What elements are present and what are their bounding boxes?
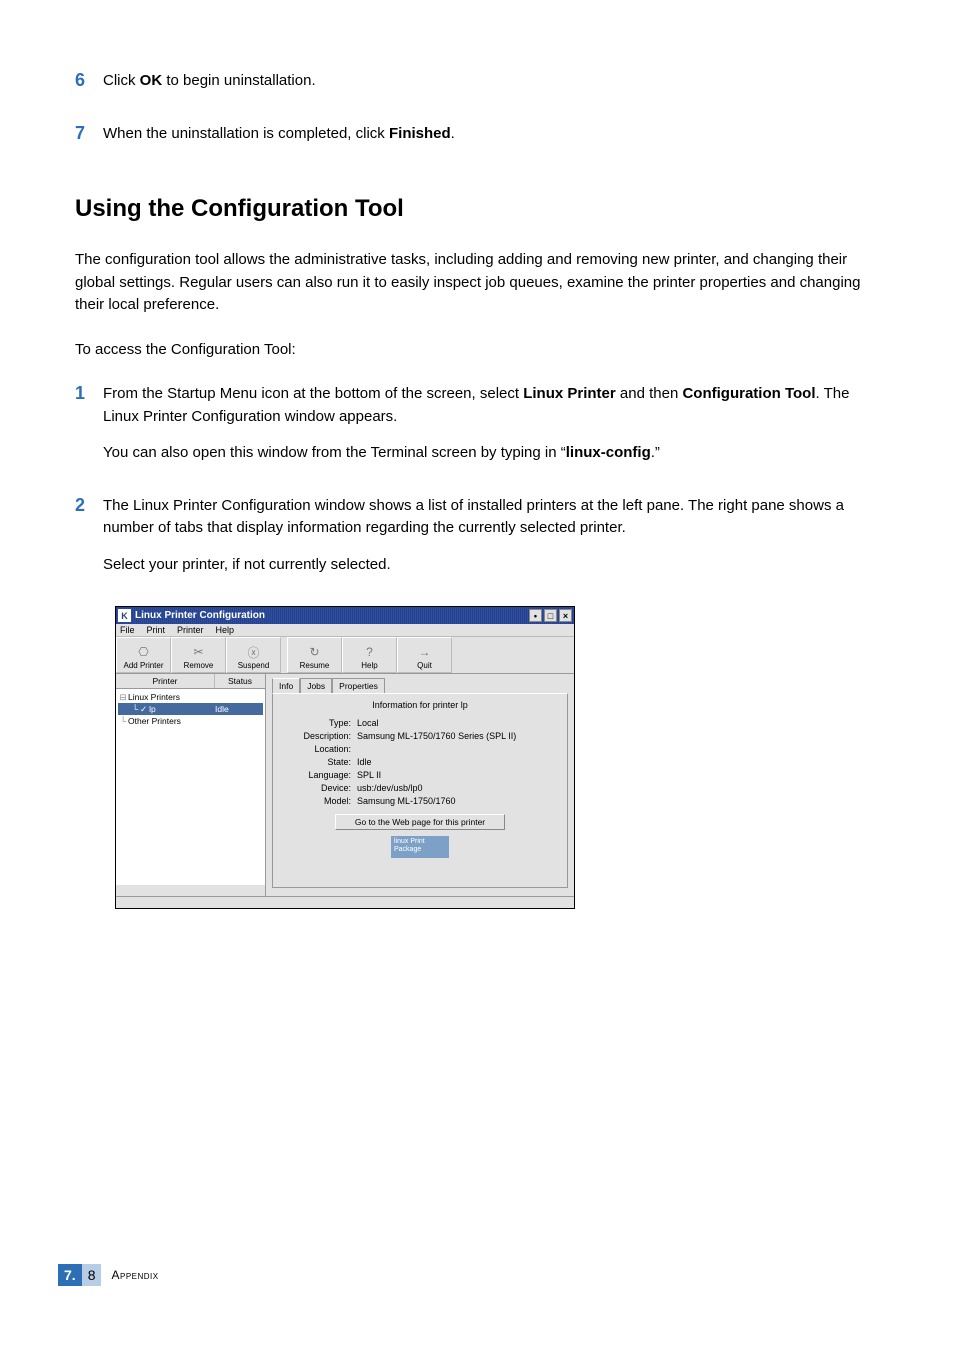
info-label: Model: [281, 796, 351, 806]
step-text: The Linux Printer Configuration window s… [103, 495, 879, 577]
quit-icon: → [419, 643, 431, 661]
printer-icon: ✓ [140, 703, 147, 715]
menubar[interactable]: File Print Printer Help [116, 624, 574, 637]
package-badge: linux Print Package [391, 836, 449, 858]
minimize-button[interactable]: • [529, 609, 542, 622]
tree-label: Other Printers [128, 715, 215, 727]
tab-jobs[interactable]: Jobs [300, 678, 332, 693]
app-icon: K [118, 609, 131, 622]
tree-expand-icon: ⊟ [118, 691, 128, 703]
info-row: Language: SPL II [281, 770, 559, 780]
remove-icon: ✂ [193, 643, 203, 661]
footer-label: Appendix [111, 1268, 158, 1282]
info-value: SPL II [357, 770, 559, 780]
info-label: Location: [281, 744, 351, 754]
toolbar-remove-button[interactable]: ✂Remove [171, 637, 226, 673]
step-row: 1From the Startup Menu icon at the botto… [75, 383, 879, 465]
access-line: To access the Configuration Tool: [75, 339, 879, 362]
step-subtext: You can also open this window from the T… [103, 442, 879, 465]
go-webpage-button[interactable]: Go to the Web page for this printer [335, 814, 505, 830]
tree-status: Idle [215, 703, 263, 715]
toolbar-label: Quit [417, 661, 432, 670]
menu-help[interactable]: Help [216, 625, 235, 635]
printer-tree-pane: Printer Status ⊟Linux Printers└✓lpIdle└O… [116, 674, 266, 896]
help-icon: ? [366, 643, 373, 661]
toolbar-label: Help [361, 661, 377, 670]
toolbar-add-printer-button[interactable]: ⎔Add Printer [116, 637, 171, 673]
step-row: 2The Linux Printer Configuration window … [75, 495, 879, 577]
section-title: Using the Configuration Tool [75, 195, 879, 223]
tree-expand-icon: └ [130, 703, 140, 715]
footer-chapter: 7. [58, 1264, 82, 1286]
step-number: 2 [75, 495, 103, 516]
tab-panel-info: Information for printer lp Type: Local Des… [272, 693, 568, 888]
suspend-icon: ⓧ [247, 643, 259, 661]
printer-tree[interactable]: ⊟Linux Printers└✓lpIdle└Other Printers [116, 689, 265, 885]
info-row: Type: Local [281, 718, 559, 728]
toolbar: ⎔Add Printer✂RemoveⓧSuspend↻Resume?Help→… [116, 637, 574, 674]
add-printer-icon: ⎔ [138, 643, 148, 661]
step-row: 7When the uninstallation is completed, c… [75, 123, 879, 146]
step-number: 6 [75, 70, 103, 91]
close-button[interactable]: × [559, 609, 572, 622]
tree-label: lp [149, 703, 215, 715]
info-row: Model: Samsung ML-1750/1760 [281, 796, 559, 806]
menu-print[interactable]: Print [147, 625, 166, 635]
info-row: Device: usb:/dev/usb/lp0 [281, 783, 559, 793]
info-value: Samsung ML-1750/1760 [357, 796, 559, 806]
step-number: 7 [75, 123, 103, 144]
info-label: Description: [281, 731, 351, 741]
toolbar-resume-button[interactable]: ↻Resume [287, 637, 342, 673]
resume-icon: ↻ [309, 643, 319, 661]
tree-header-printer: Printer [116, 674, 215, 688]
step-subtext: Select your printer, if not currently se… [103, 554, 879, 577]
info-label: State: [281, 757, 351, 767]
info-label: Type: [281, 718, 351, 728]
toolbar-label: Suspend [238, 661, 270, 670]
info-value: Idle [357, 757, 559, 767]
page-footer: 7. 8 Appendix [58, 1264, 159, 1286]
toolbar-label: Add Printer [123, 661, 163, 670]
info-label: Language: [281, 770, 351, 780]
step-text: From the Startup Menu icon at the bottom… [103, 383, 879, 465]
info-value: Samsung ML-1750/1760 Series (SPL II) [357, 731, 559, 741]
info-value: usb:/dev/usb/lp0 [357, 783, 559, 793]
tab-properties[interactable]: Properties [332, 678, 385, 693]
tree-item[interactable]: └✓lpIdle [118, 703, 263, 715]
tree-expand-icon: └ [118, 715, 128, 727]
tabs-row: InfoJobsProperties [272, 678, 568, 693]
toolbar-suspend-button[interactable]: ⓧSuspend [226, 637, 281, 673]
footer-page: 8 [82, 1264, 102, 1286]
details-pane: InfoJobsProperties Information for print… [266, 674, 574, 896]
menu-printer[interactable]: Printer [177, 625, 204, 635]
step-text: Click OK to begin uninstallation. [103, 70, 879, 93]
maximize-button[interactable]: □ [544, 609, 557, 622]
info-title: Information for printer lp [281, 700, 559, 710]
config-window: K Linux Printer Configuration •□× File Pr… [115, 606, 575, 909]
info-label: Device: [281, 783, 351, 793]
step-row: 6Click OK to begin uninstallation. [75, 70, 879, 93]
tree-item[interactable]: ⊟Linux Printers [118, 691, 263, 703]
info-value [357, 744, 559, 754]
toolbar-quit-button[interactable]: →Quit [397, 637, 452, 673]
tree-header-status: Status [215, 674, 265, 688]
tree-label: Linux Printers [128, 691, 215, 703]
tab-info[interactable]: Info [272, 678, 300, 693]
status-bar [116, 896, 574, 908]
toolbar-label: Resume [300, 661, 330, 670]
window-titlebar[interactable]: K Linux Printer Configuration •□× [116, 607, 574, 624]
window-title: Linux Printer Configuration [135, 610, 527, 621]
tree-header: Printer Status [116, 674, 265, 689]
info-row: Location: [281, 744, 559, 754]
step-text: When the uninstallation is completed, cl… [103, 123, 879, 146]
intro-paragraph: The configuration tool allows the admini… [75, 249, 879, 317]
step-number: 1 [75, 383, 103, 404]
info-row: Description: Samsung ML-1750/1760 Series … [281, 731, 559, 741]
toolbar-label: Remove [184, 661, 214, 670]
tree-item[interactable]: └Other Printers [118, 715, 263, 727]
info-row: State: Idle [281, 757, 559, 767]
menu-file[interactable]: File [120, 625, 135, 635]
info-value: Local [357, 718, 559, 728]
toolbar-help-button[interactable]: ?Help [342, 637, 397, 673]
